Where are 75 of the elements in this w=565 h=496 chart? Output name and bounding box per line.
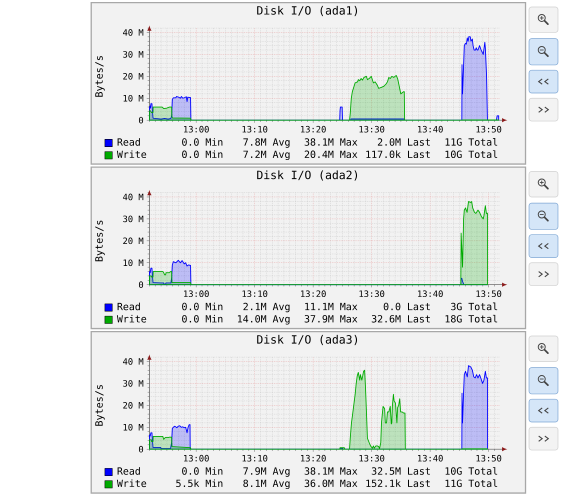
x-tick-label: 13:20: [300, 455, 326, 462]
text: 117.0k Last: [366, 150, 430, 158]
y-tick-label: 0: [138, 117, 144, 124]
y-tick-label: 40 M: [122, 194, 144, 200]
text: 0.0 Min: [182, 150, 222, 158]
x-tick-label: 13:10: [242, 455, 268, 462]
y-tick-label: 20 M: [123, 238, 144, 244]
text: 10G Total: [446, 467, 498, 475]
text: 0.0 Min: [182, 138, 222, 146]
x-tick-label: 13:30: [359, 126, 384, 133]
text: 7.8M Avg: [243, 138, 290, 148]
x-tick-label: 13:20: [300, 290, 326, 298]
x-tick-label: 13:40: [418, 290, 443, 298]
y-tick-label: 10 M: [124, 260, 144, 266]
chart-title: Disk I/O (ada3): [257, 335, 358, 346]
text: 3G Total: [451, 302, 498, 310]
x-tick-label: 13:30: [359, 455, 384, 462]
legend-label: Read: [118, 467, 140, 475]
text: 20.4M Max: [304, 150, 358, 158]
x-tick-label: 13:40: [418, 126, 443, 133]
text: 152.1k Last: [366, 480, 430, 488]
text: 18G Total: [446, 314, 498, 323]
text: 0.0 Min: [182, 315, 222, 323]
text: 36.0M Max: [304, 480, 358, 488]
y-tick-label: 20 M: [123, 73, 144, 80]
y-tick-label: 30 M: [123, 216, 144, 222]
x-tick-label: 13:00: [184, 455, 209, 462]
x-tick-label: 13:20: [300, 126, 326, 133]
y-tick-label: 40 M: [122, 358, 144, 365]
y-tick-label: 0: [138, 446, 144, 453]
text: 0.0 Min: [182, 467, 222, 475]
text: 11G Total: [446, 138, 498, 146]
x-tick-label: 13:00: [184, 290, 209, 298]
text: 0.0 Last: [384, 302, 430, 310]
y-tick-label: 10 M: [124, 95, 144, 102]
y-tick-label: 30 M: [123, 51, 144, 58]
x-tick-label: 13:50: [476, 126, 502, 133]
y-tick-label: 20 M: [123, 402, 144, 409]
chart-title: Disk I/O (ada1): [257, 6, 358, 16]
y-tick-label: 40 M: [122, 29, 144, 36]
text: 38.1M Max: [304, 467, 358, 475]
text: 11.1M Max: [305, 303, 358, 310]
x-tick-label: 13:50: [476, 290, 502, 298]
x-tick-label: 13:30: [359, 290, 384, 298]
text: 0.0 Min: [182, 302, 222, 310]
legend-label: Read: [118, 302, 140, 310]
text: 8.1M Avg: [243, 480, 290, 490]
legend-label: Write: [116, 150, 146, 158]
x-tick-label: 13:00: [184, 126, 209, 133]
text: 11G Total: [446, 479, 498, 488]
y-axis-title: Bytes/s: [95, 385, 105, 426]
legend-label: Write: [116, 480, 146, 488]
y-axis-title: Bytes/s: [95, 220, 105, 262]
chart-title: Disk I/O (ada2): [257, 170, 358, 181]
y-tick-label: 10 M: [124, 424, 144, 431]
text: 2.1M Avg: [243, 302, 290, 312]
text: 10G Total: [446, 150, 498, 158]
text: 37.9M Max: [304, 315, 358, 323]
text: 32.5M Last: [372, 467, 430, 475]
legend-label: Read: [118, 138, 140, 146]
x-tick-label: 13:10: [242, 126, 268, 133]
x-tick-label: 13:40: [418, 455, 443, 462]
text: 7.9M Avg: [243, 467, 290, 477]
y-tick-label: 0: [138, 282, 144, 288]
y-tick-label: 30 M: [123, 380, 144, 387]
text: 38.1M Max: [304, 138, 358, 146]
x-tick-label: 13:10: [242, 290, 268, 298]
text: 5.5k Min: [176, 480, 222, 488]
text: 14.0M Avg: [238, 315, 290, 325]
text: 7.2M Avg: [243, 150, 290, 160]
text: 2.0M Last: [378, 138, 430, 146]
text: 32.6M Last: [372, 315, 430, 323]
x-tick-label: 13:50: [476, 455, 502, 462]
legend-label: Write: [116, 315, 146, 323]
y-axis-title: Bytes/s: [95, 56, 105, 97]
